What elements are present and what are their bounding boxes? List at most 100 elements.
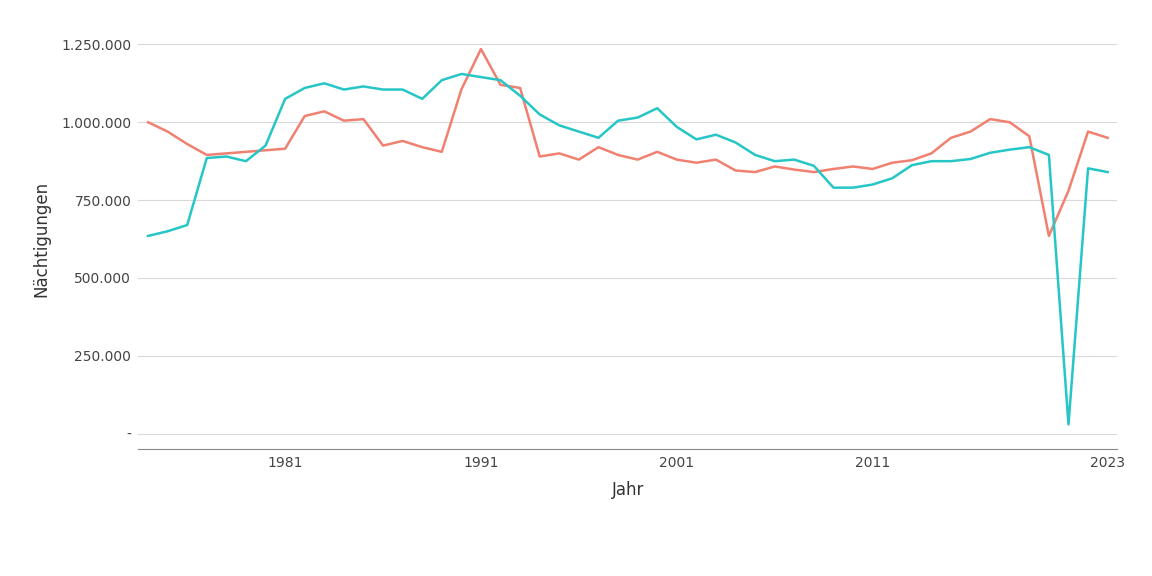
Sommer	[689, 160, 703, 166]
Winter	[945, 158, 958, 165]
Winter	[1062, 421, 1076, 428]
Winter	[1101, 169, 1115, 176]
Sommer	[865, 165, 879, 172]
Sommer	[1062, 187, 1076, 194]
Winter	[338, 86, 351, 93]
Sommer	[454, 86, 468, 93]
Winter	[297, 85, 311, 92]
Sommer	[806, 169, 820, 176]
Winter	[259, 142, 273, 149]
Sommer	[651, 149, 665, 156]
Sommer	[571, 156, 585, 163]
Legend: Sommer, Winter: Sommer, Winter	[501, 575, 755, 576]
Winter	[592, 134, 606, 141]
Sommer	[1101, 134, 1115, 141]
Sommer	[473, 46, 487, 52]
Sommer	[630, 156, 644, 163]
Winter	[395, 86, 409, 93]
Sommer	[846, 163, 859, 170]
Sommer	[220, 150, 234, 157]
Sommer	[945, 134, 958, 141]
Line: Sommer: Sommer	[147, 49, 1108, 236]
X-axis label: Jahr: Jahr	[612, 482, 644, 499]
Winter	[1043, 151, 1056, 158]
Winter	[513, 92, 526, 99]
Sommer	[297, 112, 311, 119]
Sommer	[670, 156, 684, 163]
Winter	[279, 96, 293, 103]
Winter	[238, 158, 252, 165]
Winter	[220, 153, 234, 160]
Sommer	[1043, 233, 1056, 240]
Winter	[161, 228, 175, 234]
Winter	[494, 77, 508, 84]
Winter	[630, 114, 644, 121]
Winter	[1022, 143, 1036, 150]
Sommer	[338, 118, 351, 124]
Winter	[904, 162, 918, 169]
Sommer	[886, 160, 900, 166]
Winter	[532, 111, 546, 118]
Winter	[768, 158, 782, 165]
Winter	[865, 181, 879, 188]
Sommer	[553, 150, 567, 157]
Y-axis label: Nächtigungen: Nächtigungen	[32, 181, 50, 297]
Sommer	[1003, 119, 1017, 126]
Winter	[984, 149, 998, 156]
Winter	[612, 118, 626, 124]
Winter	[846, 184, 859, 191]
Sommer	[356, 116, 370, 123]
Sommer	[435, 149, 449, 156]
Winter	[827, 184, 841, 191]
Winter	[1003, 146, 1017, 153]
Sommer	[415, 143, 429, 150]
Sommer	[748, 169, 761, 176]
Sommer	[395, 138, 409, 145]
Winter	[141, 233, 154, 240]
Winter	[670, 123, 684, 130]
Winter	[806, 162, 820, 169]
Winter	[180, 222, 194, 229]
Sommer	[180, 141, 194, 147]
Winter	[748, 151, 761, 158]
Winter	[651, 105, 665, 112]
Sommer	[728, 167, 742, 174]
Sommer	[768, 163, 782, 170]
Winter	[435, 77, 449, 84]
Sommer	[1081, 128, 1094, 135]
Winter	[787, 156, 801, 163]
Sommer	[984, 116, 998, 123]
Winter	[356, 83, 370, 90]
Sommer	[827, 165, 841, 172]
Sommer	[494, 81, 508, 88]
Winter	[318, 80, 332, 87]
Sommer	[924, 150, 938, 157]
Sommer	[612, 151, 626, 158]
Sommer	[199, 151, 213, 158]
Sommer	[259, 147, 273, 154]
Winter	[963, 156, 977, 162]
Winter	[1081, 165, 1094, 172]
Sommer	[279, 145, 293, 152]
Sommer	[318, 108, 332, 115]
Winter	[886, 175, 900, 182]
Sommer	[787, 166, 801, 173]
Winter	[728, 139, 742, 146]
Sommer	[532, 153, 546, 160]
Winter	[553, 122, 567, 129]
Winter	[689, 136, 703, 143]
Sommer	[904, 157, 918, 164]
Sommer	[1022, 133, 1036, 140]
Winter	[710, 131, 723, 138]
Winter	[415, 96, 429, 103]
Sommer	[238, 149, 252, 156]
Winter	[924, 158, 938, 165]
Winter	[199, 154, 213, 161]
Winter	[473, 74, 487, 81]
Sommer	[963, 128, 977, 135]
Sommer	[513, 85, 526, 92]
Winter	[571, 128, 585, 135]
Winter	[377, 86, 391, 93]
Sommer	[377, 142, 391, 149]
Line: Winter: Winter	[147, 74, 1108, 425]
